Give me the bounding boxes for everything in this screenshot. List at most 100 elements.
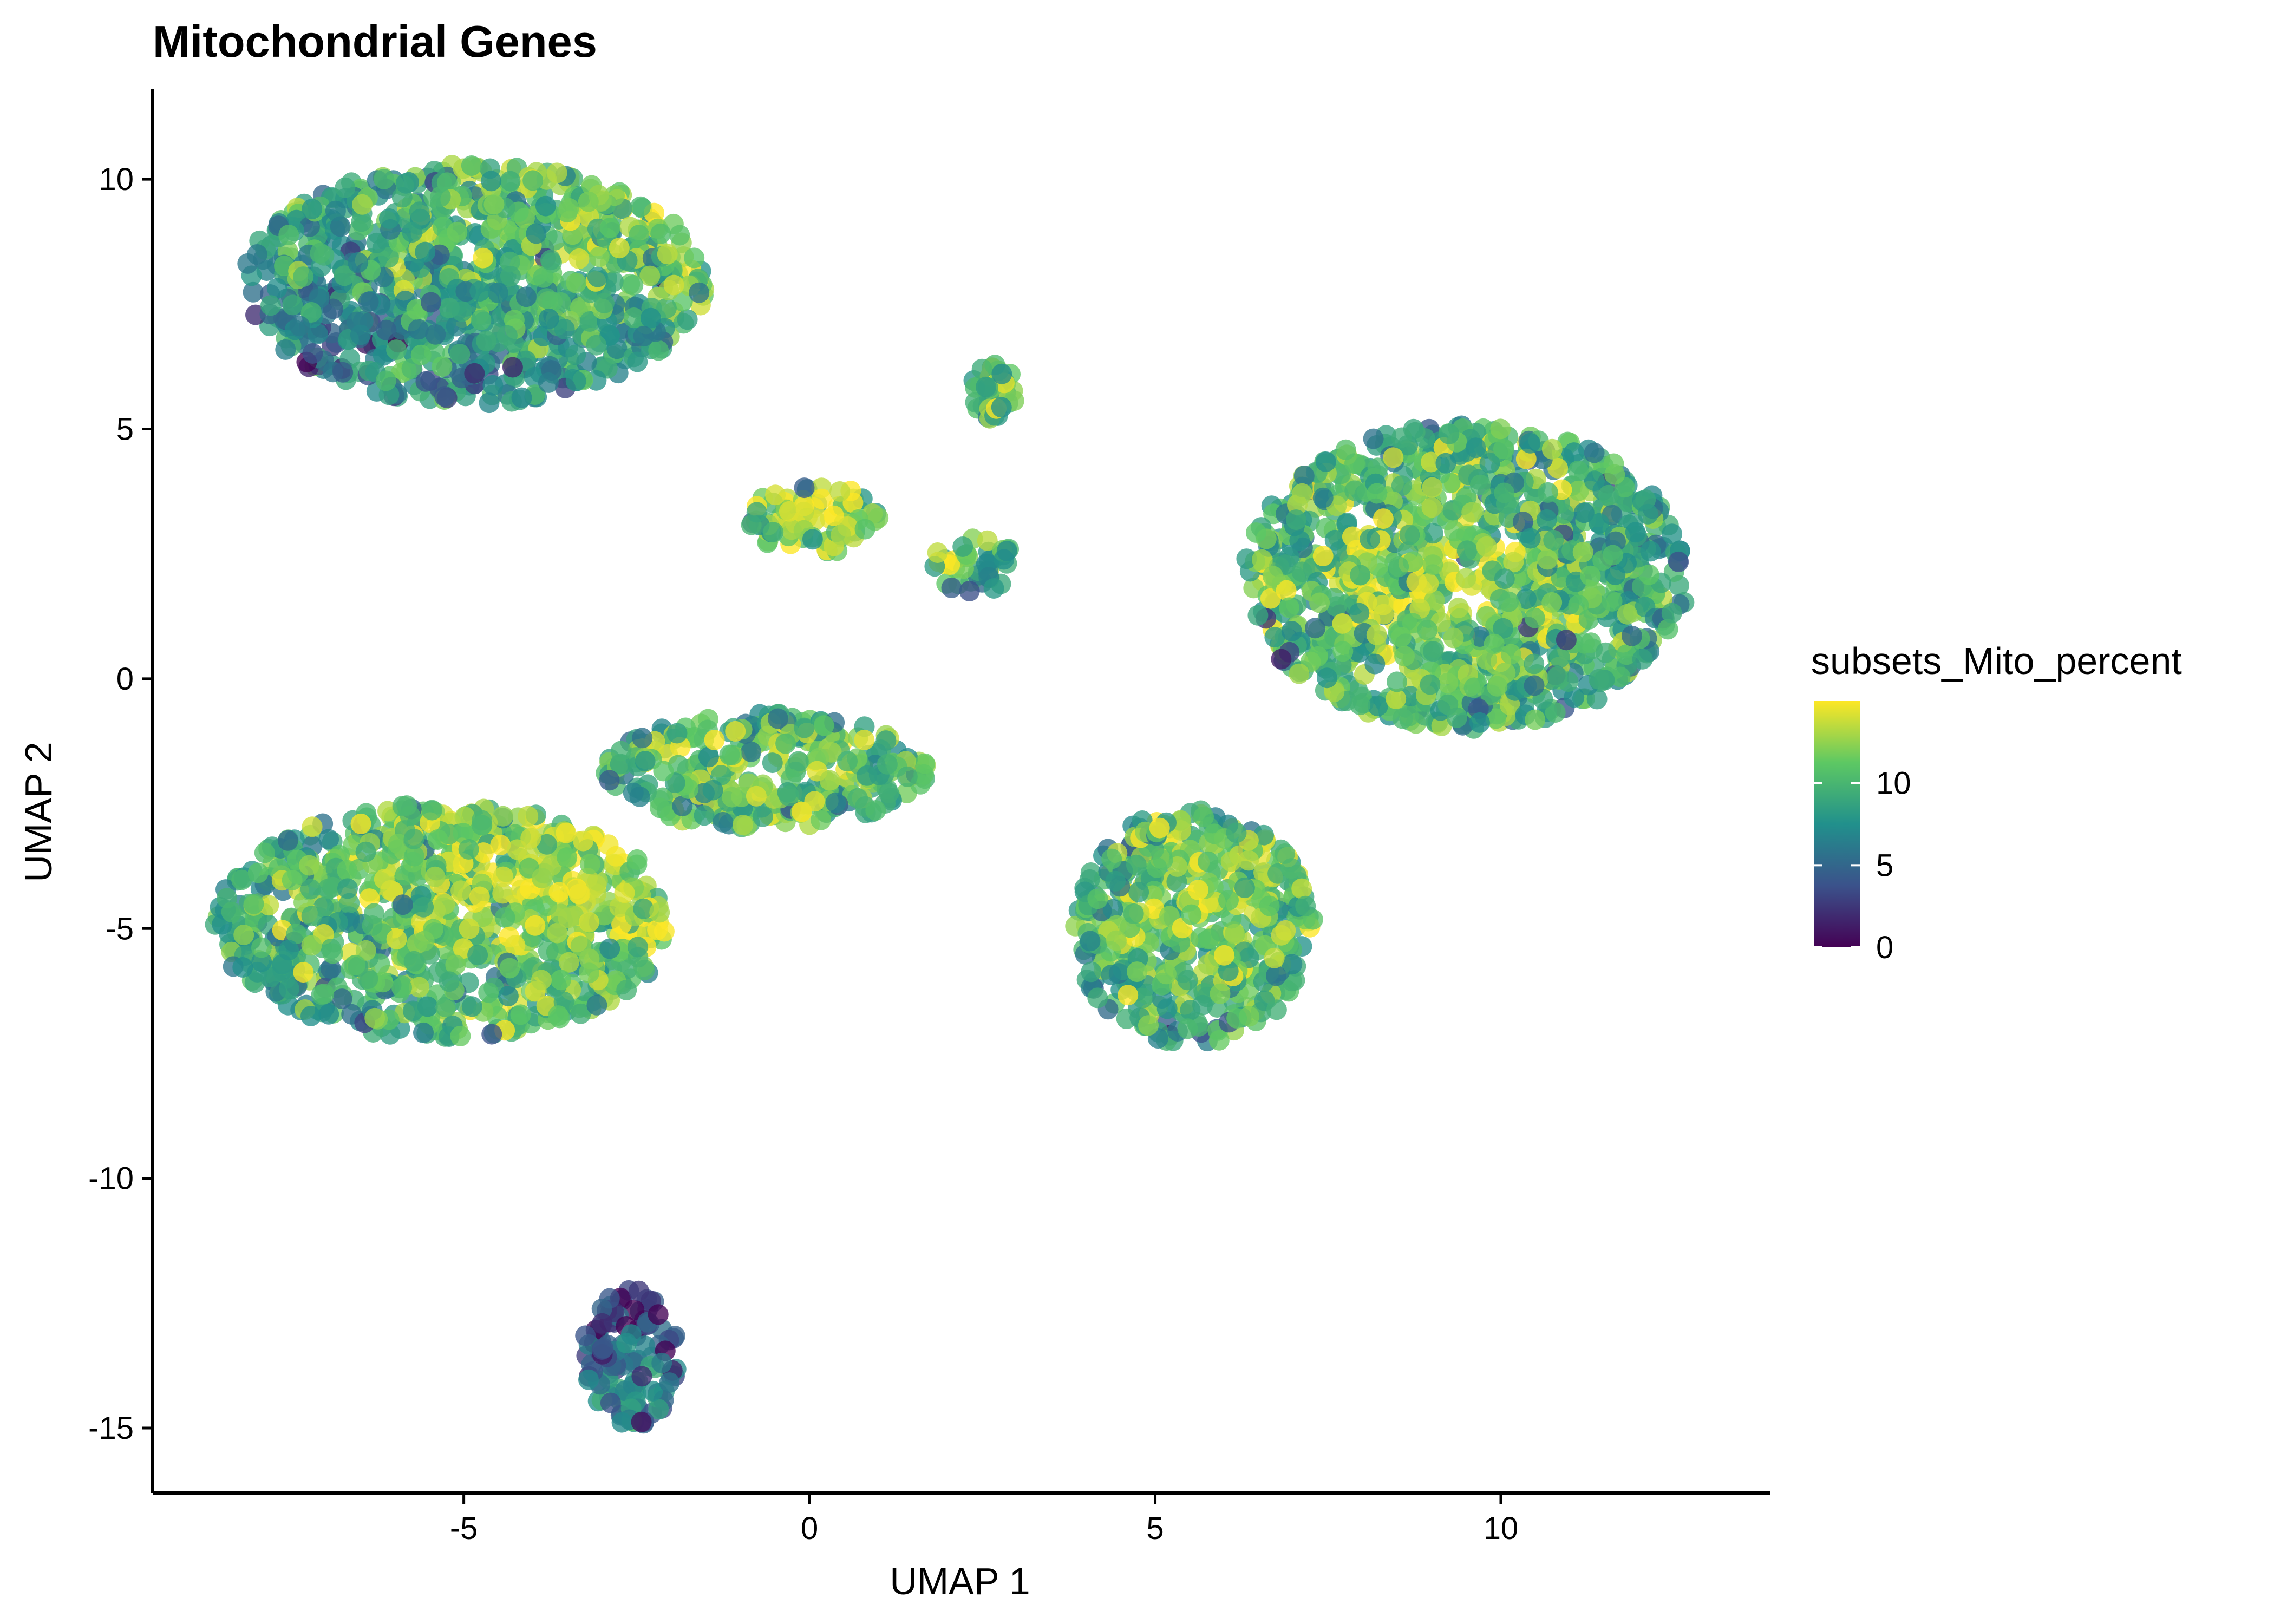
data-point (1326, 596, 1347, 617)
data-point (802, 529, 823, 550)
data-point (221, 901, 242, 922)
data-point (538, 940, 559, 961)
data-point (1632, 649, 1653, 670)
data-point (927, 542, 948, 563)
data-point (1637, 503, 1658, 525)
data-point (1350, 565, 1371, 586)
data-point (813, 715, 834, 736)
data-point (243, 281, 264, 303)
y-tick-label: -15 (88, 1411, 134, 1446)
data-point (829, 481, 851, 502)
data-point (669, 225, 690, 246)
cluster-center-right (1065, 800, 1323, 1052)
data-point (364, 1007, 385, 1029)
data-point (565, 371, 586, 391)
legend-title: subsets_Mito_percent (1811, 640, 2182, 682)
data-point (854, 519, 875, 540)
data-point (302, 199, 323, 220)
data-point (1580, 565, 1601, 586)
data-point (481, 1024, 502, 1045)
data-point (1101, 964, 1122, 985)
data-point (620, 1324, 642, 1345)
data-point (733, 815, 753, 836)
data-point (1476, 536, 1497, 557)
data-point (1448, 597, 1469, 618)
data-point (1312, 487, 1334, 508)
data-point (823, 505, 844, 526)
data-point (1456, 540, 1478, 561)
data-point (624, 1299, 645, 1320)
data-point (586, 994, 607, 1016)
x-tick-label: -5 (450, 1511, 478, 1546)
data-point (547, 922, 568, 944)
data-point (1293, 466, 1315, 487)
data-point (483, 194, 505, 215)
data-point (409, 201, 430, 222)
data-point (605, 846, 626, 867)
data-point (627, 937, 648, 958)
data-point (467, 945, 488, 966)
data-point (570, 935, 591, 957)
data-point (650, 797, 671, 818)
data-point (1291, 878, 1312, 899)
data-point (447, 221, 468, 243)
data-point (378, 208, 400, 229)
data-point (337, 860, 358, 881)
data-point (779, 501, 800, 522)
data-point (914, 753, 935, 774)
data-point (525, 915, 546, 936)
data-point (725, 721, 746, 742)
data-point (498, 986, 519, 1006)
data-point (424, 866, 446, 887)
data-point (301, 935, 322, 956)
data-point (570, 883, 591, 905)
data-point (540, 250, 561, 271)
data-point (378, 247, 399, 268)
data-point (825, 792, 846, 813)
data-point (1399, 525, 1420, 545)
y-axis-title: UMAP 2 (17, 742, 60, 882)
data-point (694, 805, 715, 826)
data-point (704, 730, 725, 750)
data-point (1638, 564, 1659, 585)
data-point (788, 751, 809, 772)
data-point (623, 274, 644, 296)
data-point (1364, 653, 1386, 675)
legend-colorbar (1814, 701, 1860, 947)
data-point (403, 846, 424, 867)
data-point (775, 733, 796, 754)
data-point (374, 869, 395, 890)
data-point (548, 882, 570, 903)
data-point (804, 791, 825, 812)
data-point (1437, 694, 1459, 715)
data-point (593, 1338, 614, 1359)
data-point (600, 1392, 621, 1413)
x-tick-label: 10 (1484, 1511, 1519, 1546)
data-point (1564, 442, 1585, 463)
data-point (1332, 641, 1354, 662)
data-point (1493, 438, 1514, 460)
data-point (1516, 588, 1537, 610)
data-point (461, 155, 482, 176)
data-point (260, 295, 281, 316)
data-point (648, 1304, 669, 1325)
data-point (648, 340, 669, 361)
data-point (1367, 457, 1388, 479)
data-point (1668, 551, 1689, 572)
data-point (1455, 568, 1476, 589)
data-point (266, 278, 287, 299)
data-point (941, 578, 962, 598)
data-point (713, 811, 734, 833)
color-legend: subsets_Mito_percent 0 5 10 (1811, 640, 2182, 965)
data-point (415, 241, 436, 263)
data-point (1622, 625, 1642, 646)
data-point (531, 868, 552, 889)
data-point (414, 931, 435, 952)
data-point (632, 728, 653, 749)
data-point (500, 265, 521, 286)
data-point (1390, 627, 1412, 647)
x-axis-title: UMAP 1 (890, 1560, 1030, 1602)
data-point (1435, 453, 1456, 474)
data-point (592, 1313, 613, 1334)
